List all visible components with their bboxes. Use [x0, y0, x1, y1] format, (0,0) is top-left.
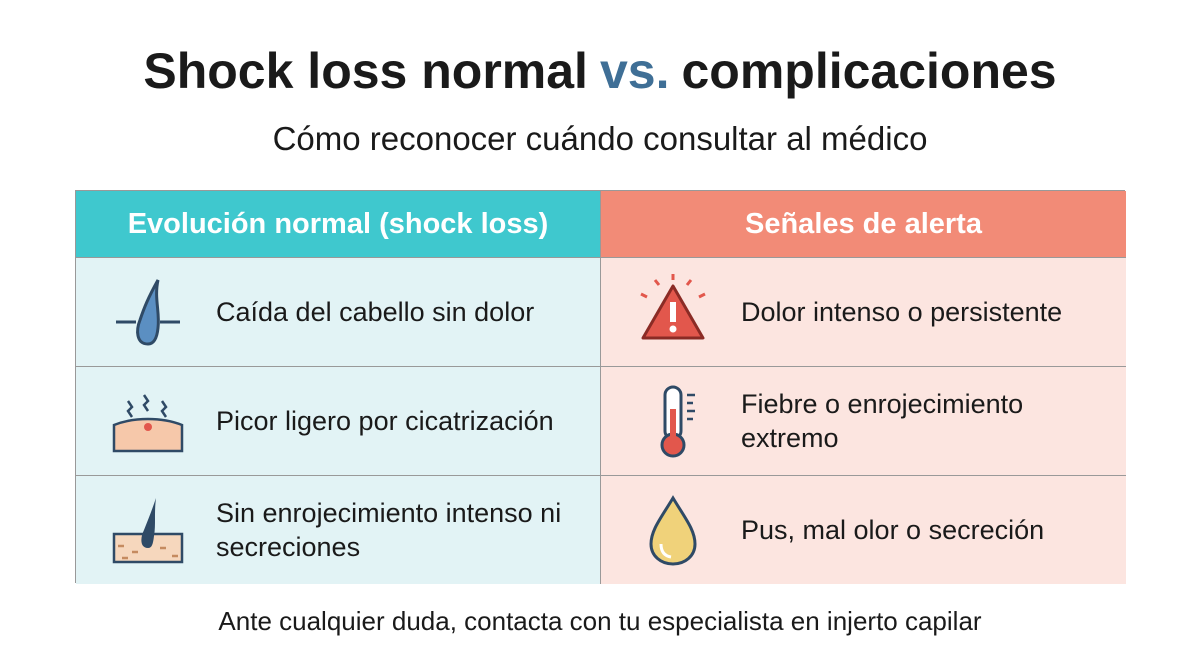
cell: Sin enrojecimiento intenso ni secrecione…: [76, 475, 601, 584]
subtitle: Cómo reconocer cuándo consultar al médic…: [272, 120, 928, 157]
title: Shock loss normal vs. complicaciones: [0, 42, 1200, 100]
cell: Fiebre o enrojecimiento extremo: [601, 366, 1126, 475]
title-highlight: vs.: [599, 43, 670, 99]
cell-text: Dolor intenso o persistente: [741, 297, 1063, 327]
comparison-table: Evolución normal (shock loss) Señales de…: [75, 190, 1126, 584]
cell: Pus, mal olor o secreción: [601, 475, 1126, 584]
cell: Caída del cabello sin dolor: [76, 257, 601, 366]
itch-icon: [112, 394, 184, 453]
warning-icon: [640, 274, 706, 340]
title-start: Shock loss normal: [143, 43, 588, 99]
column-header: Evolución normal (shock loss): [76, 191, 601, 257]
footer-note: Ante cualquier duda, contacta con tu esp…: [218, 606, 982, 636]
thermometer-icon: [660, 385, 695, 458]
cell: Dolor intenso o persistente: [601, 257, 1126, 366]
title-end: complicaciones: [681, 43, 1057, 99]
drop-icon: [649, 495, 697, 566]
hair-icon: [116, 279, 180, 346]
cell-text: Picor ligero por cicatrización: [216, 406, 554, 436]
cell-text: Caída del cabello sin dolor: [216, 297, 535, 327]
cell-text: Fiebre o enrojecimiento extremo: [741, 389, 1024, 453]
cell-text: Sin enrojecimiento intenso ni secrecione…: [216, 498, 562, 562]
column-header: Señales de alerta: [601, 191, 1126, 257]
cell: Picor ligero por cicatrización: [76, 366, 601, 475]
follicle-icon: [112, 498, 184, 564]
cell-text: Pus, mal olor o secreción: [741, 515, 1045, 545]
